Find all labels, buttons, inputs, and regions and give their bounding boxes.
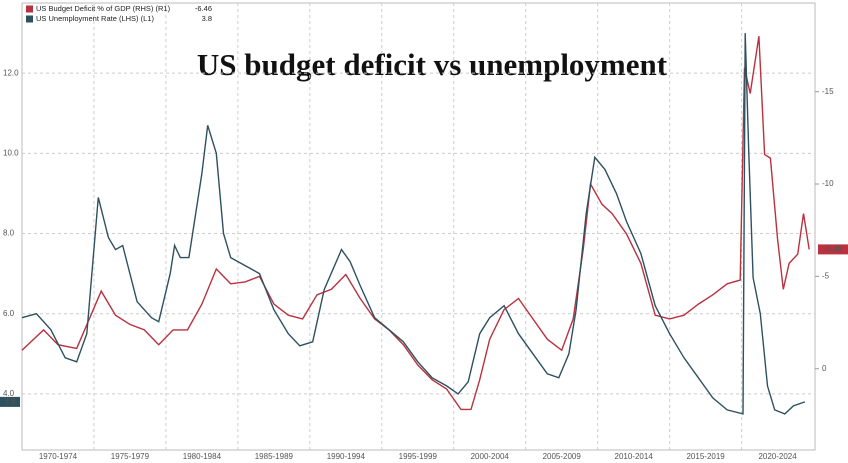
- y-tick-label: 10.0: [3, 148, 19, 157]
- x-tick-label: 2015-2019: [686, 452, 725, 461]
- x-tick-label: 2020-2024: [758, 452, 797, 461]
- y-tick-label: 8.0: [3, 229, 15, 238]
- x-tick-label: 1980-1984: [183, 452, 222, 461]
- legend-swatch: [26, 15, 33, 23]
- legend-label: US Unemployment Rate (LHS) (L1): [36, 14, 154, 23]
- x-tick-label: 2000-2004: [471, 452, 510, 461]
- plot-frame: [21, 2, 816, 451]
- legend-label: US Budget Deficit % of GDP (RHS) (R1): [36, 4, 171, 13]
- x-tick-label: 2010-2014: [615, 452, 654, 461]
- last-value-tag: [0, 396, 20, 407]
- y2-tick-label: -5: [822, 271, 830, 280]
- legend-swatch: [26, 5, 33, 13]
- y2-tick-label: -10: [822, 179, 834, 188]
- y2-tick-label: 0: [822, 364, 827, 373]
- x-tick-label: 2005-2009: [543, 452, 582, 461]
- last-value-tag: [818, 244, 848, 255]
- y-tick-label: 6.0: [3, 309, 15, 318]
- y2-tick-label: -15: [822, 87, 834, 96]
- last-value-label: 3.8: [4, 397, 16, 406]
- legend-value: -6.46: [195, 4, 212, 13]
- x-tick-label: 1985-1989: [255, 452, 294, 461]
- x-tick-label: 1975-1979: [111, 452, 150, 461]
- x-tick-label: 1970-1974: [39, 452, 78, 461]
- series-line: [21, 36, 810, 411]
- y-tick-label: 12.0: [3, 68, 19, 77]
- chart-title: US budget deficit vs unemployment: [197, 47, 668, 82]
- last-value-label: -6.46: [824, 245, 843, 254]
- x-tick-label: 1995-1999: [399, 452, 438, 461]
- legend-value: 3.8: [202, 14, 212, 23]
- series-line: [21, 33, 806, 415]
- x-tick-label: 1990-1994: [327, 452, 366, 461]
- y-tick-label: 4.0: [3, 389, 15, 398]
